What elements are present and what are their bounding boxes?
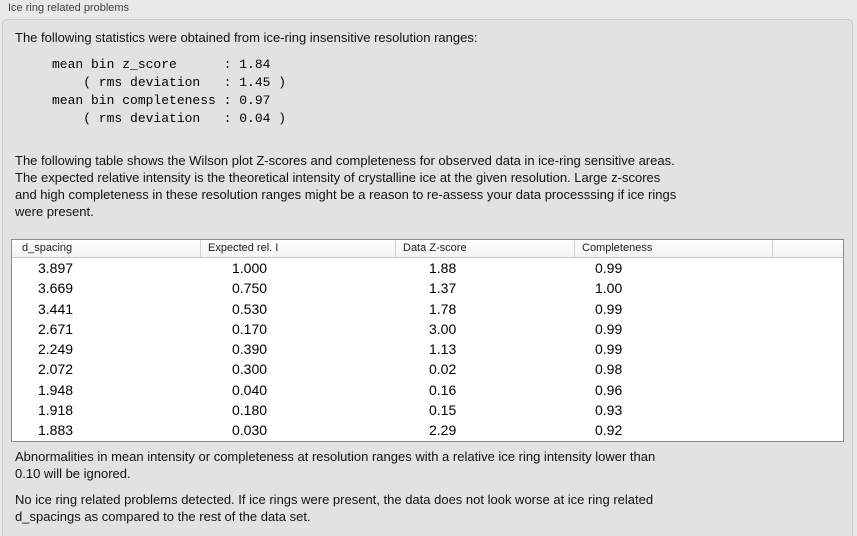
table-row[interactable]: 3.441 0.530 1.78 0.99 (12, 299, 843, 319)
ignore-threshold-text: Abnormalities in mean intensity or compl… (15, 449, 656, 481)
column-header-expected-rel-i: Expected rel. I (200, 240, 395, 257)
cell-completeness: 0.99 (595, 260, 623, 276)
cell-expected-rel-i: 0.180 (232, 402, 268, 419)
cell-expected-rel-i: 0.040 (232, 381, 268, 398)
cell-filler (772, 299, 843, 319)
cell-data-z-score: 0.15 (429, 402, 457, 419)
cell-expected-rel-i: 0.030 (232, 422, 268, 439)
cell-completeness: 0.99 (595, 341, 623, 358)
cell-data-z-score: 2.29 (429, 422, 457, 439)
table-row[interactable]: 1.883 0.030 2.29 0.92 (12, 420, 843, 440)
intro-text: The following statistics were obtained f… (15, 30, 478, 45)
cell-expected-rel-i: 0.170 (232, 320, 268, 337)
cell-completeness: 0.99 (595, 300, 623, 317)
column-header-filler (772, 240, 843, 257)
table-row[interactable]: 1.948 0.040 0.16 0.96 (12, 380, 843, 400)
cell-data-z-score: 1.78 (429, 300, 457, 317)
bin-statistics-block: mean bin z_score : 1.84 ( rms deviation … (52, 57, 287, 126)
cell-filler (772, 339, 843, 359)
cell-data-z-score: 1.88 (429, 260, 457, 276)
cell-expected-rel-i: 1.000 (232, 260, 268, 276)
cell-d-spacing: 1.948 (38, 381, 74, 398)
table-row[interactable]: 1.918 0.180 0.15 0.93 (12, 400, 843, 420)
column-header-completeness: Completeness (574, 240, 772, 257)
cell-filler (772, 278, 843, 298)
cell-data-z-score: 0.02 (429, 361, 457, 378)
cell-filler (772, 359, 843, 379)
cell-d-spacing: 3.669 (38, 280, 74, 297)
table-row[interactable]: 3.897 1.000 1.88 0.99 (12, 258, 843, 278)
cell-filler (772, 380, 843, 400)
column-header-d-spacing: d_spacing (22, 242, 73, 254)
cell-filler (772, 258, 843, 278)
cell-completeness: 0.92 (595, 422, 623, 439)
cell-data-z-score: 1.13 (429, 341, 457, 358)
cell-filler (772, 420, 843, 440)
cell-completeness: 0.99 (595, 320, 623, 337)
ice-ring-table: d_spacing Expected rel. I Data Z-score C… (11, 239, 844, 442)
cell-expected-rel-i: 0.750 (232, 280, 268, 297)
table-body: 3.897 1.000 1.88 0.99 3.669 0.750 1.37 1… (12, 258, 843, 441)
cell-d-spacing: 2.671 (38, 320, 74, 337)
cell-completeness: 1.00 (595, 280, 623, 297)
cell-filler (772, 400, 843, 420)
table-row[interactable]: 3.669 0.750 1.37 1.00 (12, 278, 843, 298)
cell-completeness: 0.93 (595, 402, 623, 419)
conclusion-text: No ice ring related problems detected. I… (15, 492, 654, 524)
cell-data-z-score: 0.16 (429, 381, 457, 398)
table-row[interactable]: 2.072 0.300 0.02 0.98 (12, 359, 843, 379)
column-header-data-z-score: Data Z-score (395, 240, 574, 257)
cell-filler (772, 319, 843, 339)
cell-completeness: 0.98 (595, 361, 623, 378)
table-row[interactable]: 2.671 0.170 3.00 0.99 (12, 319, 843, 339)
cell-d-spacing: 1.918 (38, 402, 74, 419)
table-description-text: The following table shows the Wilson plo… (15, 153, 677, 219)
cell-expected-rel-i: 0.300 (232, 361, 268, 378)
table-header-row: d_spacing Expected rel. I Data Z-score C… (12, 240, 843, 258)
cell-d-spacing: 2.249 (38, 341, 74, 358)
cell-d-spacing: 2.072 (38, 361, 74, 378)
cell-expected-rel-i: 0.390 (232, 341, 268, 358)
cell-completeness: 0.96 (595, 381, 623, 398)
cell-expected-rel-i: 0.530 (232, 300, 268, 317)
cell-d-spacing: 1.883 (38, 422, 74, 439)
cell-data-z-score: 3.00 (429, 320, 457, 337)
cell-d-spacing: 3.441 (38, 300, 74, 317)
ice-ring-group-box: The following statistics were obtained f… (2, 19, 853, 536)
table-row[interactable]: 2.249 0.390 1.13 0.99 (12, 339, 843, 359)
group-box-title: Ice ring related problems (8, 2, 130, 14)
cell-data-z-score: 1.37 (429, 280, 457, 297)
cell-d-spacing: 3.897 (38, 260, 74, 276)
